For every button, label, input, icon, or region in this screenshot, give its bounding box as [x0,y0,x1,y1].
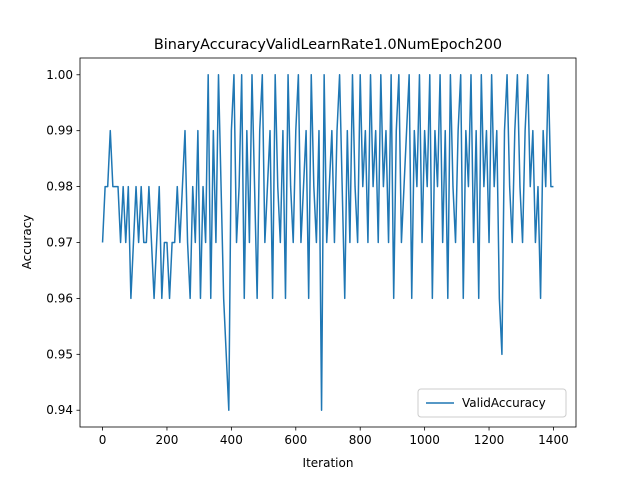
x-axis-label: Iteration [303,456,354,470]
y-axis-label: Accuracy [20,215,34,270]
y-tick-label: 0.98 [46,180,73,194]
x-tick-label: 800 [349,433,372,447]
legend-box [417,388,567,418]
x-tick-label: 0 [99,433,107,447]
chart-title: BinaryAccuracyValidLearnRate1.0NumEpoch2… [154,37,502,53]
x-tick-label: 1400 [538,433,569,447]
y-tick-label: 0.99 [46,124,73,138]
x-tick-label: 1200 [474,433,505,447]
y-tick-label: 1.00 [46,68,73,82]
legend: ValidAccuracy [417,388,567,418]
x-tick-label: 400 [220,433,243,447]
x-tick-label: 600 [284,433,307,447]
data-line [101,74,554,411]
x-tick-label: 200 [156,433,179,447]
y-tick-label: 0.95 [46,347,73,361]
legend-label: ValidAccuracy [462,396,546,410]
x-tick-label: 1000 [409,433,440,447]
y-tick-label: 0.97 [46,236,73,250]
y-tick-label: 0.96 [46,291,73,305]
y-tick-label: 0.94 [46,403,73,417]
